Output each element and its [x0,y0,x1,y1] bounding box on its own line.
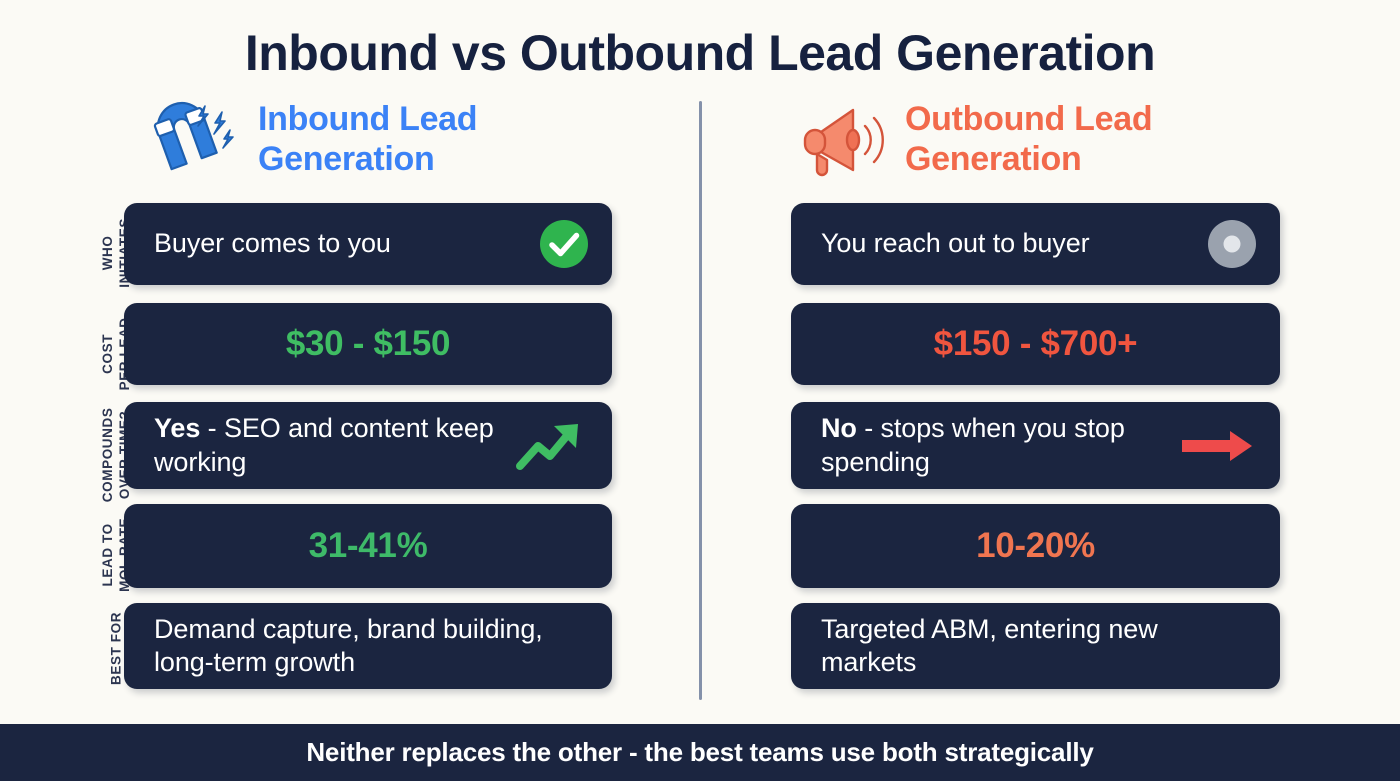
column-header-outbound: Outbound Lead Generation [795,100,1153,180]
card-text-lead: No [821,413,857,444]
column-heading-line1: Outbound Lead [905,100,1153,139]
card-text-rest: - SEO and content keep working [154,413,494,477]
column-header-inbound: Inbound Lead Generation [148,100,478,180]
card-inbound-compounds: Yes - SEO and content keep working [124,402,612,489]
row-label-best-for: BEST FOR [108,611,124,685]
footer-text: Neither replaces the other - the best te… [306,737,1094,767]
footer-bar: Neither replaces the other - the best te… [0,724,1400,781]
card-text: Targeted ABM, entering new markets [821,613,1158,677]
card-outbound-best-for: Targeted ABM, entering new markets [791,603,1280,689]
check-circle-icon [538,218,590,270]
flat-right-arrow-icon [1178,426,1258,466]
column-heading-text: Outbound Lead Generation [905,100,1153,180]
column-heading-line2: Generation [258,140,435,178]
megaphone-icon [803,108,884,177]
card-text: You reach out to buyer [821,228,1090,259]
card-text: No - stops when you stop spending [821,412,1164,479]
card-outbound-mql-rate: 10-20% [791,504,1280,588]
trending-up-arrow-icon [516,418,590,474]
card-text: Yes - SEO and content keep working [154,412,502,479]
card-inbound-cost-per-lead: $30 - $150 [124,303,612,385]
card-value: 10-20% [976,526,1095,566]
card-outbound-compounds: No - stops when you stop spending [791,402,1280,489]
card-text-rest: - stops when you stop spending [821,413,1125,477]
column-heading-text: Inbound Lead Generation [258,100,478,180]
page-title: Inbound vs Outbound Lead Generation [244,25,1156,81]
card-value: $30 - $150 [285,324,451,364]
card-text: Buyer comes to you [154,228,391,259]
column-divider [699,101,702,700]
card-outbound-who-initiates: You reach out to buyer [791,203,1280,285]
card-inbound-who-initiates: Buyer comes to you [124,203,612,285]
column-heading-line2: Generation [905,140,1082,178]
card-inbound-mql-rate: 31-41% [124,504,612,588]
card-text: Demand capture, brand building, long-ter… [154,613,543,677]
card-text-lead: Yes [154,413,201,444]
column-heading-line1: Inbound Lead [258,100,478,139]
card-value: 31-41% [308,526,428,566]
magnet-icon [153,102,234,171]
card-value: $150 - $700+ [933,324,1138,364]
card-outbound-cost-per-lead: $150 - $700+ [791,303,1280,385]
card-inbound-best-for: Demand capture, brand building, long-ter… [124,603,612,689]
dot-circle-icon [1206,218,1258,270]
